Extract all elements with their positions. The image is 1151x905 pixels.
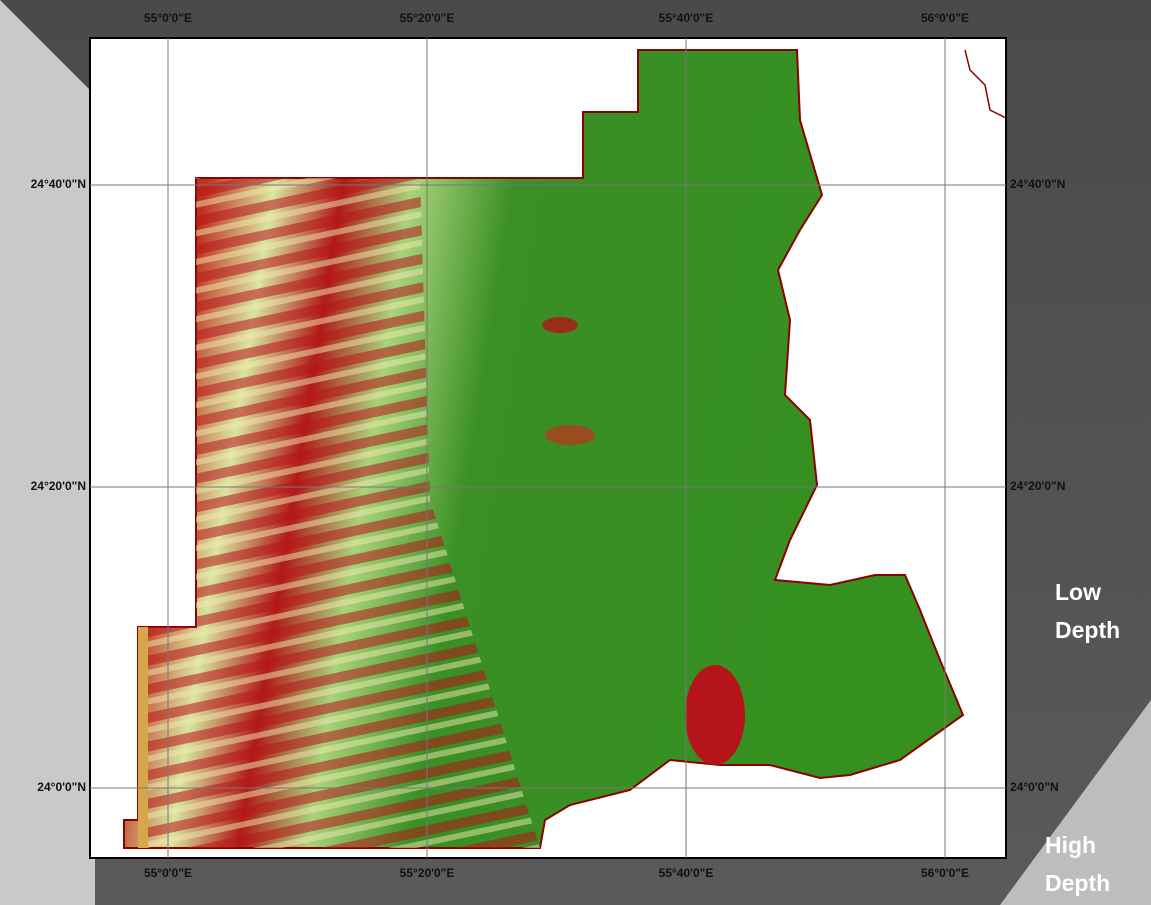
top-label: 56°0'0"E [921, 11, 969, 25]
legend-high: High Depth [1045, 826, 1145, 902]
top-label: 55°0'0"E [144, 11, 192, 25]
top-label: 55°20'0"E [400, 11, 455, 25]
left-label: 24°40'0"N [31, 177, 86, 191]
right-label: 24°20'0"N [1010, 479, 1065, 493]
map: 55°0'0"E 55°0'0"E 55°20'0"E 55°20'0"E 55°40'… [0, 0, 1151, 905]
right-label: 24°40'0"N [1010, 177, 1065, 191]
top-label: 55°40'0"E [659, 11, 714, 25]
left-label: 24°20'0"N [31, 479, 86, 493]
depth-patch [542, 317, 578, 333]
depth-patch [685, 665, 745, 765]
depth-strip [138, 627, 148, 848]
bottom-label: 55°0'0"E [144, 866, 192, 880]
legend-low: Low Depth [1055, 573, 1151, 649]
bottom-label: 55°20'0"E [400, 866, 455, 880]
right-label: 24°0'0"N [1010, 780, 1059, 794]
bottom-label: 55°40'0"E [659, 866, 714, 880]
depth-patch [545, 425, 595, 445]
bottom-label: 56°0'0"E [921, 866, 969, 880]
map-page: 55°0'0"E 55°0'0"E 55°20'0"E 55°20'0"E 55°40'… [0, 0, 1151, 905]
left-label: 24°0'0"N [37, 780, 86, 794]
background-shape [0, 0, 95, 905]
